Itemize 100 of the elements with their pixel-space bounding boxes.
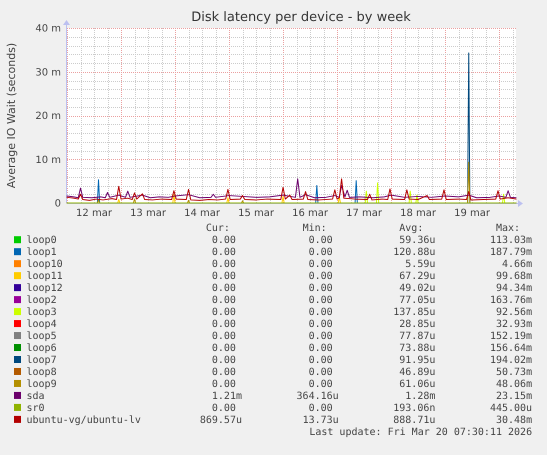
legend-label: loop0: [26, 235, 57, 246]
text: 50.73m: [496, 366, 532, 378]
text: 0.00: [308, 283, 333, 294]
text: 0.00: [212, 319, 236, 330]
text: 0.00: [308, 343, 333, 354]
text: 137.85u: [393, 307, 436, 318]
legend-label: loop9: [26, 378, 57, 390]
text: 13.73u: [302, 414, 339, 426]
text: 77.87u: [399, 331, 436, 342]
text: 59.36u: [399, 235, 436, 246]
x-tick-label: 17 mar: [346, 208, 383, 219]
text: 152.19m: [490, 331, 532, 342]
text: 1.28m: [405, 390, 436, 402]
text: 91.95u: [399, 355, 436, 366]
y-tick-label: 40 m: [35, 24, 61, 34]
text: 0.00: [212, 307, 236, 318]
text: 0.00: [212, 402, 236, 414]
legend-label: loop1: [26, 247, 57, 258]
text: 187.79m: [490, 247, 532, 258]
text: 4.66m: [502, 259, 532, 270]
text: 0.00: [308, 307, 333, 318]
text: 0.00: [212, 355, 236, 366]
text: 0.00: [308, 247, 333, 258]
legend-label: loop3: [26, 307, 57, 318]
text: Cur:: [206, 223, 230, 234]
text: Avg:: [399, 223, 424, 234]
text: 48.06m: [496, 378, 532, 390]
x-tick-label: 15 mar: [238, 208, 275, 219]
text: 0.00: [212, 271, 236, 282]
legend-label: loop4: [26, 319, 57, 330]
text: 0.00: [308, 271, 333, 282]
text: 0.00: [212, 295, 236, 306]
text: 0.00: [212, 343, 236, 354]
text: 0.00: [308, 259, 333, 270]
text: 0.00: [212, 283, 236, 294]
text: 5.59u: [405, 259, 436, 270]
text: 193.06n: [393, 402, 436, 414]
text: 0.00: [308, 319, 333, 330]
text: 364.16u: [296, 390, 339, 402]
x-tick-label: 19 mar: [454, 208, 491, 219]
text: Max:: [496, 223, 520, 234]
legend-label: loop5: [26, 331, 57, 342]
legend-label: loop8: [26, 366, 57, 378]
text: 0.00: [308, 366, 333, 378]
legend-label: loop11: [26, 271, 63, 282]
legend-label: sda: [26, 390, 45, 402]
text: 0.00: [308, 378, 333, 390]
text: 30.48m: [496, 414, 532, 426]
text: 0.00: [212, 331, 236, 342]
text: 77.05u: [399, 295, 436, 306]
text: 0.00: [308, 355, 333, 366]
legend-label: loop12: [26, 283, 63, 294]
legend-label: loop6: [26, 343, 57, 354]
text: 0.00: [308, 331, 333, 342]
legend-label: loop2: [26, 295, 57, 306]
y-axis-title: Average IO Wait (seconds): [5, 42, 18, 188]
legend-label: ubuntu-vg/ubuntu-lv: [26, 414, 141, 426]
y-tick-label: 20 m: [35, 111, 61, 122]
text: 49.02u: [399, 283, 436, 294]
text: 32.93m: [496, 319, 532, 330]
text: 156.64m: [490, 343, 532, 354]
text: 0.00: [212, 378, 236, 390]
text: 99.68m: [496, 271, 532, 282]
x-tick-label: 12 mar: [76, 208, 113, 219]
text: 0.00: [212, 235, 236, 246]
legend-label: loop10: [26, 259, 63, 270]
text: 0.00: [308, 235, 333, 246]
text: 1.21m: [212, 390, 242, 402]
text: 28.85u: [399, 319, 436, 330]
y-tick-label: 0: [54, 198, 61, 210]
x-tick-label: 14 mar: [184, 208, 221, 219]
x-tick-label: 18 mar: [400, 208, 437, 219]
chart-title: Disk latency per device - by week: [191, 10, 412, 25]
text: 888.71u: [393, 414, 436, 426]
text: 61.06u: [399, 378, 436, 390]
text: 0.00: [212, 366, 236, 378]
text: 67.29u: [399, 271, 436, 282]
text: Min:: [302, 223, 327, 234]
y-tick-label: 30 m: [35, 67, 61, 78]
text: 94.34m: [496, 283, 532, 294]
text: 73.88u: [399, 343, 436, 354]
text: Last update: Fri Mar 20 07:30:11 2026: [309, 426, 532, 438]
text: 0.00: [308, 402, 333, 414]
legend-label: sr0: [26, 402, 45, 414]
text: 92.56m: [496, 307, 532, 318]
text: 0.00: [212, 247, 236, 258]
text: 113.03m: [490, 235, 532, 246]
text: 46.89u: [399, 366, 436, 378]
x-tick-label: 13 mar: [130, 208, 167, 219]
text: 23.15m: [496, 390, 532, 402]
text: 445.00u: [490, 402, 532, 414]
text: 869.57u: [200, 414, 242, 426]
text: 163.76m: [490, 295, 532, 306]
y-tick-label: 10 m: [35, 154, 61, 166]
text: 0.00: [212, 259, 236, 270]
legend-label: loop7: [26, 355, 57, 366]
x-tick-label: 16 mar: [292, 208, 329, 219]
text: 194.02m: [490, 355, 532, 366]
text: 0.00: [308, 295, 333, 306]
text: 120.88u: [393, 247, 436, 258]
